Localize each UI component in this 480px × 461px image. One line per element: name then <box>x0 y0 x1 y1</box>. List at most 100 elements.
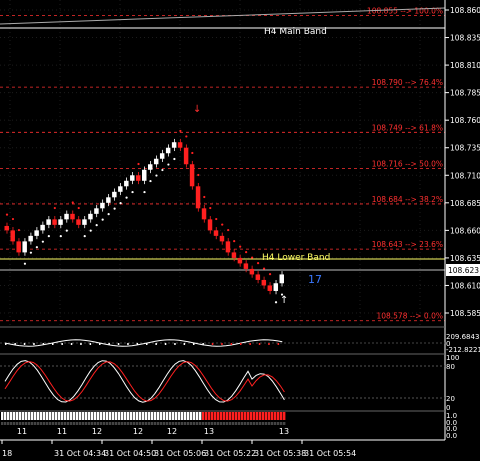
strip-bar-low <box>214 422 217 425</box>
strip-bar-low <box>10 422 13 425</box>
strip-bar-low <box>7 422 10 425</box>
strip-bar <box>262 412 265 420</box>
signal-dot <box>191 151 194 155</box>
countdown-label: 17 <box>308 273 322 286</box>
strip-bar-low <box>166 422 169 425</box>
signal-dot <box>268 273 272 276</box>
strip-bar <box>253 412 256 420</box>
indicator1-bar <box>240 343 242 345</box>
strip-bar-low <box>247 422 250 425</box>
strip-bar-low <box>118 422 121 425</box>
signal-dot <box>262 267 266 270</box>
signal-dot <box>53 206 56 210</box>
strip-bar-low <box>238 422 241 425</box>
ind3-label-0: 1.0 <box>446 412 457 420</box>
strip-bar-low <box>157 422 160 425</box>
strip-bar <box>124 412 127 420</box>
strip-bar-low <box>91 422 94 425</box>
signal-dot <box>35 246 38 249</box>
strip-bar-low <box>82 422 85 425</box>
strip-bar <box>145 412 148 420</box>
strip-bar <box>172 412 175 420</box>
candle-body <box>219 235 225 242</box>
indicator1-bar <box>183 343 186 345</box>
strip-bar <box>157 412 160 420</box>
indicator1-bar <box>127 343 129 345</box>
strip-bar <box>232 412 235 420</box>
strip-bar-low <box>193 422 196 425</box>
strip-bar-low <box>73 422 76 425</box>
strip-bar-low <box>121 422 124 425</box>
strip-bar-low <box>259 422 262 425</box>
strip-bar-low <box>175 422 178 425</box>
candle-body <box>40 224 45 231</box>
indicator1-bars <box>5 343 280 345</box>
top-trend-line <box>0 7 446 25</box>
strip-bar-low <box>43 422 46 425</box>
signal-dot <box>11 217 15 221</box>
indicator1-bar <box>174 343 176 345</box>
candle-body <box>88 213 93 220</box>
fib-level-label: 108.578 --> 0.0% <box>376 312 443 321</box>
strip-bar-low <box>19 422 22 425</box>
strip-bar <box>22 412 25 420</box>
signal-dot <box>179 129 182 133</box>
price-tick-label: 108.635 <box>450 254 480 263</box>
signal-dot <box>101 218 104 221</box>
signal-dot <box>47 235 50 238</box>
up-arrow-icon: ↑ <box>280 295 288 306</box>
strip-bar-low <box>151 422 154 425</box>
candle-body <box>76 219 81 225</box>
price-tick-label: 108.860 <box>450 6 480 15</box>
candle-body <box>22 241 27 253</box>
price-tick-label: 108.585 <box>450 309 480 318</box>
candle-body <box>231 252 237 258</box>
indicator1-bar <box>221 343 223 345</box>
strip-bar <box>247 412 250 420</box>
candle-body <box>261 279 267 286</box>
strip-bar-low <box>169 422 172 425</box>
indicator1-bar <box>155 343 157 345</box>
strip-bar-low <box>16 422 19 425</box>
strip-bar-low <box>274 422 277 425</box>
strip-bar <box>1 412 4 420</box>
candle-body <box>237 257 243 264</box>
signal-dot <box>239 245 242 248</box>
strip-bar-low <box>181 422 184 425</box>
strip-bar <box>19 412 22 420</box>
current-price-label: 108.623 <box>448 266 479 275</box>
candle-body <box>249 268 255 275</box>
strip-bar-low <box>244 422 247 425</box>
strip-bar <box>160 412 163 420</box>
candle-body <box>58 219 63 225</box>
indicator1-bar <box>52 343 54 345</box>
strip-bar-low <box>163 422 166 425</box>
strip-bar-low <box>88 422 91 425</box>
price-tick-label: 108.610 <box>450 281 480 290</box>
strip-bar-low <box>190 422 193 425</box>
signal-dot <box>125 196 128 199</box>
candle-body <box>273 283 279 291</box>
strip-bar-low <box>148 422 151 425</box>
indicator1-label-bot: -212.8221 <box>446 346 480 354</box>
strip-bar-low <box>79 422 82 425</box>
strip-bar <box>118 412 121 420</box>
strip-bar-low <box>250 422 253 425</box>
strip-bar <box>37 412 40 420</box>
signal-dot <box>197 173 200 177</box>
strip-bar-low <box>256 422 259 425</box>
fib-level-label: 108.790 --> 76.4% <box>372 78 443 87</box>
strip-bar-low <box>199 422 202 425</box>
strip-bar-low <box>106 422 109 425</box>
strip-bar-low <box>184 422 187 425</box>
strip-bar-low <box>133 422 136 425</box>
strip-bar <box>61 412 64 420</box>
indicator3-strip <box>1 412 286 425</box>
strip-bar-low <box>205 422 208 425</box>
strip-bar <box>97 412 100 420</box>
strip-bar-low <box>139 422 142 425</box>
candle-body <box>10 230 15 242</box>
candle-body <box>70 213 75 220</box>
signal-dot <box>113 207 116 210</box>
